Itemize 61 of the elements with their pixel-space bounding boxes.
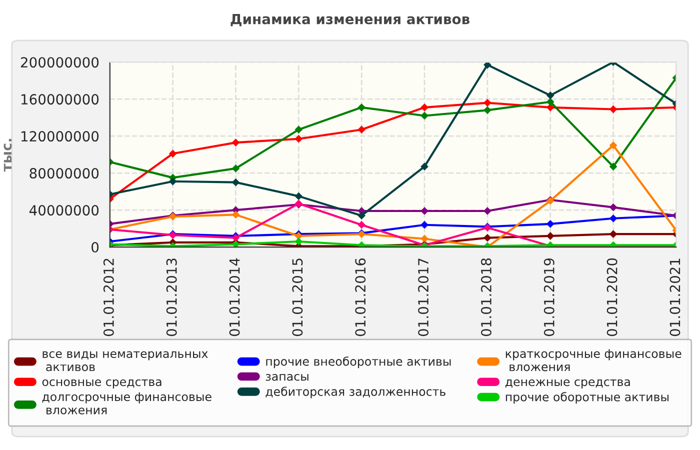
- x-tick-label: 01.01.2018: [480, 258, 492, 336]
- point: [232, 138, 240, 146]
- x-tick-label: 01.01.2021: [670, 258, 680, 336]
- point: [232, 178, 240, 186]
- legend-label: запасы: [266, 374, 308, 381]
- legend-label: прочие внеоборотные активы: [266, 356, 451, 368]
- point: [358, 212, 366, 220]
- y-tick-label: 160000000: [21, 94, 99, 105]
- point: [420, 207, 428, 215]
- point: [169, 150, 176, 158]
- point: [420, 112, 428, 120]
- x-tick-label: 01.01.2016: [355, 258, 366, 336]
- y-tick-label: 0: [92, 242, 99, 253]
- point: [358, 126, 366, 134]
- point: [546, 232, 554, 240]
- point: [420, 162, 428, 170]
- point: [546, 98, 554, 106]
- chart-title: Динамика изменения активов: [230, 14, 470, 26]
- point: [169, 178, 176, 186]
- point: [295, 126, 302, 134]
- point: [546, 220, 554, 228]
- y-tick-label: 200000000: [20, 57, 99, 68]
- point: [420, 235, 428, 242]
- point: [232, 164, 240, 172]
- point: [484, 62, 492, 69]
- point: [420, 104, 428, 112]
- legend-label: основные средства: [42, 379, 162, 388]
- legend-label: денежные средства: [505, 379, 630, 388]
- y-axis-title: тыс.: [4, 138, 12, 172]
- point: [610, 214, 617, 222]
- y-tick-label: 80000000: [30, 168, 99, 179]
- point: [546, 104, 554, 112]
- point: [610, 162, 617, 170]
- point: [295, 135, 302, 142]
- point: [358, 104, 366, 112]
- point: [610, 106, 617, 113]
- point: [420, 221, 428, 228]
- x-tick-label: 01.01.2013: [166, 258, 177, 336]
- legend-label: долгосрочные финансовые вложения: [42, 392, 212, 414]
- point: [610, 142, 617, 149]
- legend-label: прочие оборотные активы: [506, 392, 668, 404]
- x-tick-label: 01.01.2015: [292, 258, 303, 336]
- point: [484, 99, 492, 106]
- point: [484, 106, 492, 114]
- legend-label: дебиторская задолженность: [266, 386, 446, 398]
- point: [610, 230, 617, 238]
- point: [546, 92, 554, 100]
- y-tick-label: 120000000: [21, 131, 99, 142]
- x-tick-label: 01.01.2017: [418, 258, 429, 336]
- x-tick-label: 01.01.2019: [544, 258, 554, 336]
- point: [358, 221, 366, 228]
- x-tick-label: 01.01.2012: [103, 258, 114, 336]
- x-tick-label: 01.01.2020: [606, 258, 618, 336]
- y-tick-label: 40000000: [29, 205, 99, 216]
- point: [484, 207, 492, 215]
- point: [232, 211, 240, 218]
- point: [295, 192, 302, 200]
- point: [484, 234, 492, 242]
- point: [295, 238, 302, 246]
- x-tick-label: 01.01.2014: [229, 258, 240, 336]
- point: [610, 204, 617, 211]
